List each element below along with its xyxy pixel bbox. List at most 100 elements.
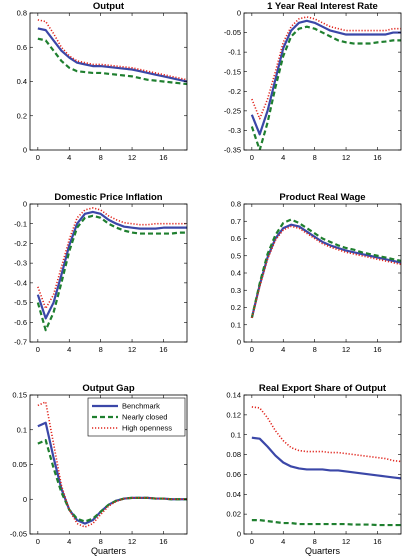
x-tick-label: 4 [67,153,71,162]
x-tick-label: 16 [373,153,381,162]
x-axis-label: Quarters [91,546,127,556]
y-tick-label: 0 [23,495,27,504]
x-tick-label: 0 [36,153,40,162]
plot-frame [243,12,402,151]
plot-frame [29,203,188,343]
x-tick-label: 12 [342,345,350,354]
y-tick-label: 0.4 [231,269,241,278]
y-tick-label: -0.05 [224,28,241,37]
plot-frame [243,203,402,343]
y-tick-label: 0.14 [226,391,241,400]
series-line [36,214,187,332]
series-line [37,207,187,310]
y-tick-label: -0.3 [14,259,27,268]
y-tick-label: 0.7 [231,217,241,226]
y-tick-label: -0.4 [14,278,27,287]
x-tick-label: 4 [281,537,285,546]
y-tick-label: 0.1 [17,425,27,434]
series-line [250,223,401,319]
x-tick-label: 8 [99,537,103,546]
series-line [37,19,187,81]
series-line [251,518,401,527]
x-tick-label: 12 [128,153,136,162]
y-tick-label: 0.4 [17,77,27,86]
y-tick-label: -0.2 [14,239,27,248]
chart-panel: Real Export Share of Output 0 4 8 12 16 0 0.02 0… [226,383,402,556]
series-line [37,401,187,528]
x-tick-label: 4 [281,345,285,354]
chart-title: Product Real Wage [279,192,365,203]
y-tick-label: 0.15 [12,391,27,400]
x-tick-label: 4 [281,153,285,162]
y-tick-label: 0.08 [226,450,241,459]
chart-title: Output Gap [82,383,134,394]
chart-title: Output [93,1,125,12]
x-axis-label: Quarters [305,546,341,556]
y-tick-label: 0.2 [17,111,27,120]
chart-panel: Domestic Price Inflation 0 4 8 12 16 -0.7 -0.6 -… [14,192,188,354]
legend-label: Nearly closed [122,413,167,422]
x-tick-label: 8 [313,537,317,546]
y-tick-label: 0 [23,146,27,155]
y-tick-label: 0 [237,9,241,18]
chart-title: Real Export Share of Output [259,383,387,394]
x-tick-label: 4 [67,345,71,354]
x-tick-label: 12 [342,537,350,546]
series-line [37,27,187,83]
x-tick-label: 12 [342,153,350,162]
y-tick-label: 0.02 [226,510,241,519]
series-line [37,37,187,86]
x-tick-label: 0 [250,537,254,546]
series-line [37,421,187,525]
series-line [36,210,187,320]
y-tick-label: -0.05 [10,530,27,539]
y-tick-label: -0.5 [14,298,27,307]
y-tick-label: -0.1 [228,48,241,57]
series-line [250,19,401,136]
x-tick-label: 0 [36,537,40,546]
y-tick-label: 0.8 [17,9,27,18]
x-tick-label: 12 [128,345,136,354]
y-tick-label: -0.7 [14,338,27,347]
series-line [251,406,401,463]
y-tick-label: -0.15 [224,67,241,76]
legend-label: High openness [122,424,172,433]
y-tick-label: 0.05 [12,460,27,469]
y-tick-label: -0.1 [14,219,27,228]
series-line [250,218,401,319]
y-tick-label: 0 [23,200,27,209]
y-tick-label: 0.6 [17,43,27,52]
y-tick-label: 0.04 [226,490,241,499]
x-tick-label: 8 [99,345,103,354]
y-tick-label: 0.1 [231,430,241,439]
chart-title: Domestic Price Inflation [54,192,162,203]
x-tick-label: 0 [250,153,254,162]
x-tick-label: 0 [36,345,40,354]
y-tick-label: -0.35 [224,146,241,155]
y-tick-label: -0.6 [14,318,27,327]
y-tick-label: -0.3 [228,126,241,135]
x-tick-label: 16 [159,153,167,162]
series-line [250,25,401,150]
x-tick-label: 16 [373,345,381,354]
chart-panel: 1 Year Real Interest Rate 0 4 8 12 16 -0.35 -0.… [224,1,402,162]
y-tick-label: -0.2 [228,87,241,96]
legend: Benchmark Nearly closed High openness [87,397,186,437]
y-tick-label: 0 [237,530,241,539]
chart-panel: Output Gap 0 4 8 12 16 -0.05 0 0.05 0.1 0.15 Quarte… [10,383,188,556]
y-tick-label: 0.12 [226,410,241,419]
chart-panel: Output 0 4 8 12 16 0 0.2 0.4 0.6 0.8 [17,1,188,162]
legend-label: Benchmark [122,402,160,411]
y-tick-label: 0.3 [231,286,241,295]
x-tick-label: 4 [67,537,71,546]
y-tick-label: -0.25 [224,106,241,115]
chart-title: 1 Year Real Interest Rate [267,1,378,12]
x-tick-label: 8 [313,153,317,162]
y-tick-label: 0.06 [226,470,241,479]
series-line [251,16,401,120]
x-tick-label: 16 [159,345,167,354]
x-tick-label: 16 [373,537,381,546]
y-tick-label: 0.6 [231,234,241,243]
series-line [251,436,401,480]
